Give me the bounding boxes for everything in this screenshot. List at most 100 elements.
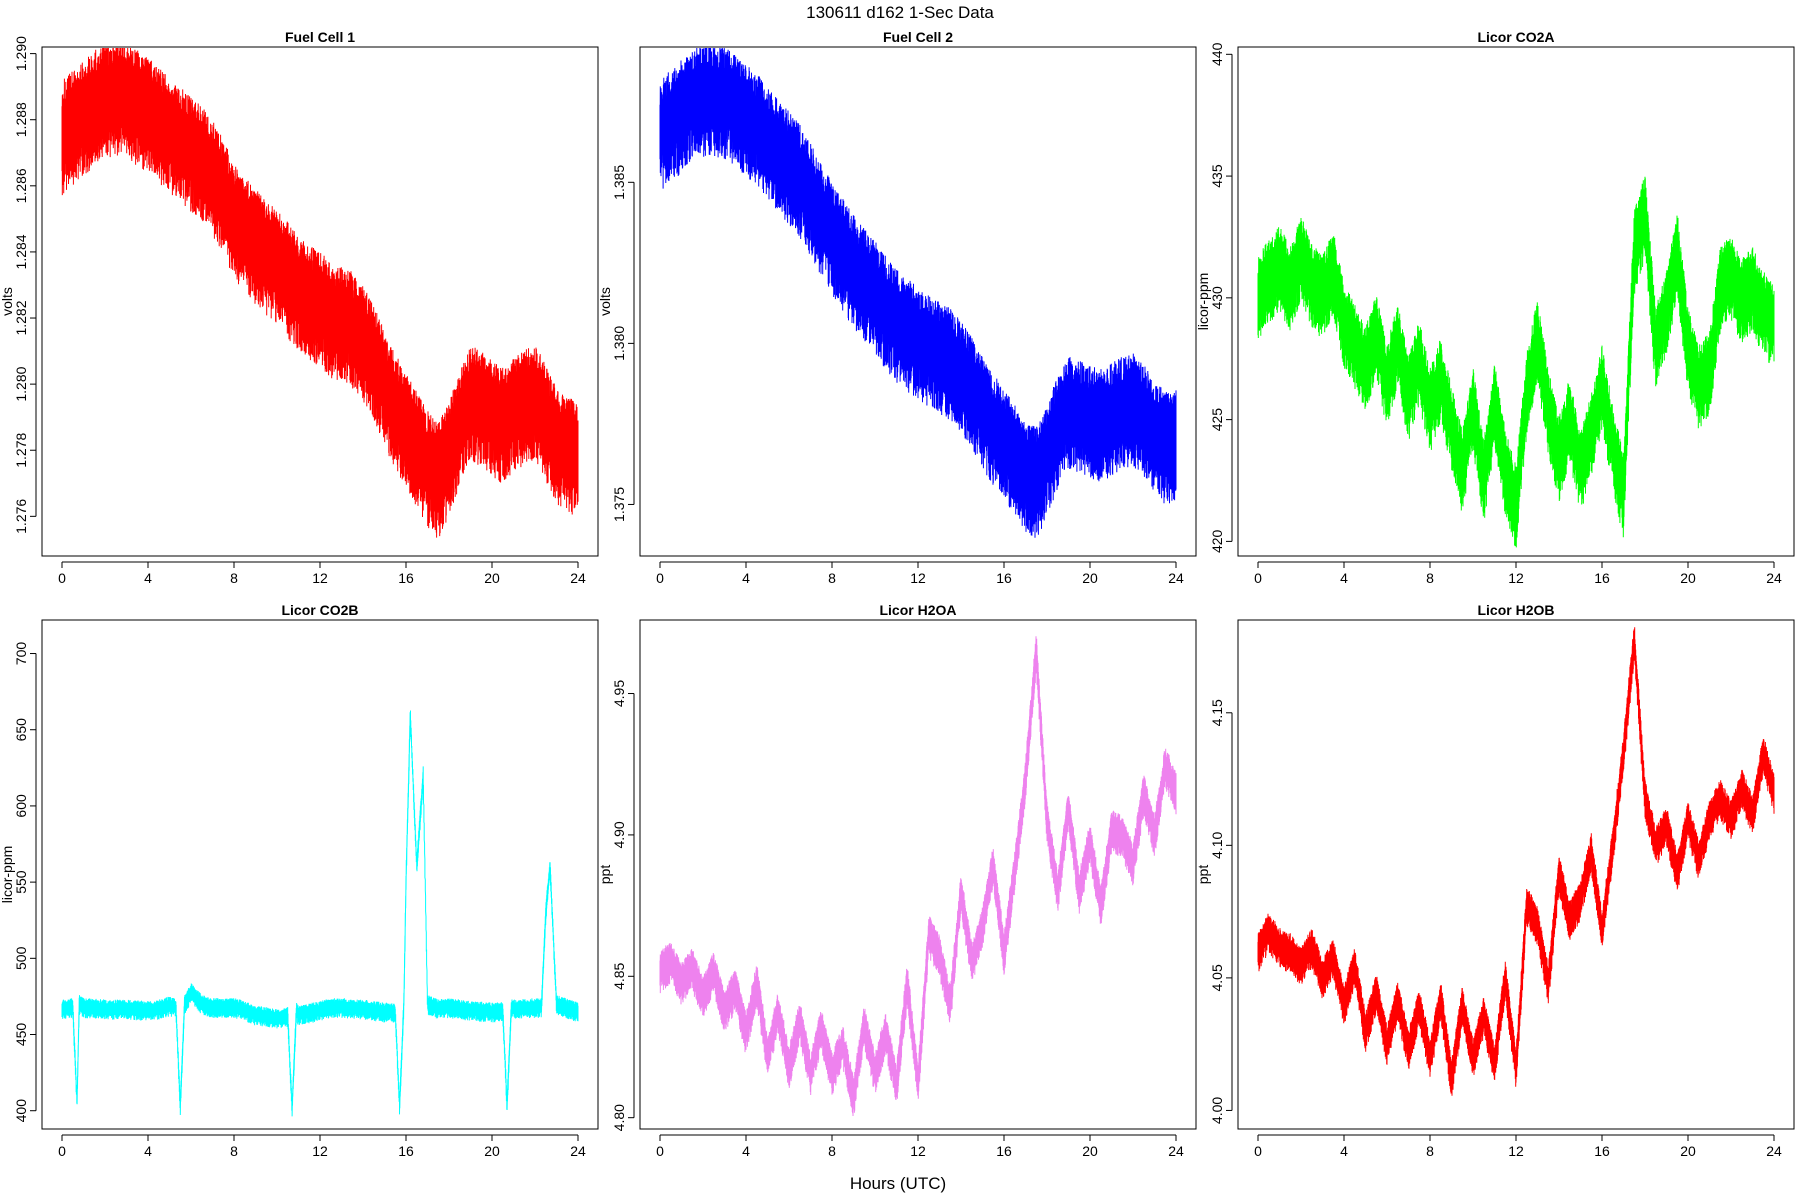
x-tick-label: 24 [570,1143,586,1159]
y-tick-label: 1.290 [13,36,29,71]
x-tick-label: 24 [1168,1143,1184,1159]
y-tick-label: 4.10 [1209,832,1225,859]
y-tick-label: 1.288 [13,102,29,137]
y-axis-label: licor-ppm [0,846,15,904]
y-tick-label: 1.282 [13,300,29,335]
y-tick-label: 4.80 [611,1104,627,1131]
panel-title: Licor H2OA [879,602,956,618]
x-tick-label: 16 [398,1143,414,1159]
x-tick-label: 0 [58,1143,66,1159]
series-line-licor-co2a [1257,176,1775,548]
x-tick-label: 12 [910,570,926,586]
y-tick-label: 4.95 [611,680,627,707]
y-axis-label: volts [597,287,613,316]
x-tick-label: 0 [1254,570,1262,586]
y-tick-label: 425 [1209,408,1225,432]
y-tick-label: 1.284 [13,234,29,269]
y-tick-label: 1.280 [13,366,29,401]
x-tick-label: 16 [996,570,1012,586]
x-tick-label: 20 [1680,570,1696,586]
x-tick-label: 20 [1082,570,1098,586]
series-line-licor-h2ob [1257,627,1775,1096]
y-axis-label: licor-ppm [1195,273,1211,331]
plot-frame [639,619,1197,1130]
x-tick-label: 8 [230,1143,238,1159]
y-tick-label: 500 [13,946,29,970]
x-tick-label: 16 [996,1143,1012,1159]
x-tick-label: 20 [484,1143,500,1159]
panel-fuel-cell-2: Fuel Cell 2 volts 0 4 8 12 16 20 24 1.375 1.380 1.3… [597,29,1197,586]
panel-title: Fuel Cell 2 [883,29,953,45]
x-tick-label: 20 [1082,1143,1098,1159]
series-line-licor-co2b [61,710,579,1117]
x-tick-label: 24 [1168,570,1184,586]
x-tick-label: 4 [1340,1143,1348,1159]
x-tick-label: 16 [1594,570,1610,586]
x-tick-label: 0 [58,570,66,586]
y-tick-label: 4.15 [1209,699,1225,726]
y-axis-label: ppt [597,865,613,885]
y-tick-label: 1.375 [611,487,627,522]
x-axis-label: Hours (UTC) [850,1174,946,1193]
x-tick-label: 4 [144,1143,152,1159]
x-tick-label: 20 [1680,1143,1696,1159]
y-tick-label: 1.278 [13,433,29,468]
panel-licor-h2oa: Licor H2OA ppt 0 4 8 12 16 20 24 4.80 4.85 4.90 4.95 [597,602,1197,1159]
panel-licor-co2b: Licor CO2B licor-ppm 0 4 8 12 16 20 24 400 450 500 5… [0,602,599,1159]
y-tick-label: 4.90 [611,821,627,848]
y-axis-label: volts [0,287,15,316]
x-tick-label: 12 [312,570,328,586]
x-tick-label: 8 [1426,570,1434,586]
panel-title: Licor CO2A [1477,29,1554,45]
x-tick-label: 12 [1508,1143,1524,1159]
y-tick-label: 4.05 [1209,964,1225,991]
x-tick-label: 0 [656,570,664,586]
y-tick-label: 450 [13,1023,29,1047]
y-tick-label: 430 [1209,286,1225,310]
x-tick-label: 16 [1594,1143,1610,1159]
series-line-licor-h2oa [659,636,1177,1117]
y-tick-label: 600 [13,794,29,818]
plot-frame [639,46,1197,557]
panel-title: Licor CO2B [281,602,358,618]
panel-licor-h2ob: Licor H2OB ppt 0 4 8 12 16 20 24 4.00 4.05 4.10 4.15 [1195,602,1795,1159]
y-tick-label: 550 [13,870,29,894]
x-tick-label: 12 [312,1143,328,1159]
panels: Fuel Cell 1 volts 0 4 8 12 16 20 24 1.276 1.278 1.2… [0,29,1795,1159]
x-tick-label: 4 [144,570,152,586]
x-tick-label: 4 [1340,570,1348,586]
x-tick-label: 4 [742,1143,750,1159]
panel-title: Fuel Cell 1 [285,29,355,45]
panel-licor-co2a: Licor CO2A licor-ppm 0 4 8 12 16 20 24 420 425 430 4… [1195,29,1795,586]
x-tick-label: 0 [1254,1143,1262,1159]
x-tick-label: 24 [570,570,586,586]
panel-fuel-cell-1: Fuel Cell 1 volts 0 4 8 12 16 20 24 1.276 1.278 1.2… [0,29,599,586]
y-tick-label: 1.380 [611,326,627,361]
series-line-fuel-cell-2 [659,48,1177,538]
y-tick-label: 700 [13,642,29,666]
y-tick-label: 435 [1209,164,1225,188]
x-tick-label: 8 [828,570,836,586]
y-tick-label: 1.286 [13,168,29,203]
x-tick-label: 8 [828,1143,836,1159]
y-tick-label: 440 [1209,42,1225,66]
y-tick-label: 1.385 [611,165,627,200]
figure-title: 130611 d162 1-Sec Data [806,3,994,22]
y-tick-label: 4.85 [611,962,627,989]
x-tick-label: 16 [398,570,414,586]
y-tick-label: 400 [13,1099,29,1123]
y-tick-label: 1.276 [13,499,29,534]
x-tick-label: 12 [1508,570,1524,586]
y-tick-label: 4.00 [1209,1097,1225,1124]
y-tick-label: 650 [13,718,29,742]
x-tick-label: 24 [1766,1143,1782,1159]
x-tick-label: 8 [230,570,238,586]
y-tick-label: 420 [1209,529,1225,553]
panel-title: Licor H2OB [1477,602,1554,618]
plot-frame [1237,46,1795,557]
plot-frame [41,46,599,557]
x-tick-label: 12 [910,1143,926,1159]
plot-frame [41,619,599,1130]
series-line-fuel-cell-1 [61,48,579,538]
